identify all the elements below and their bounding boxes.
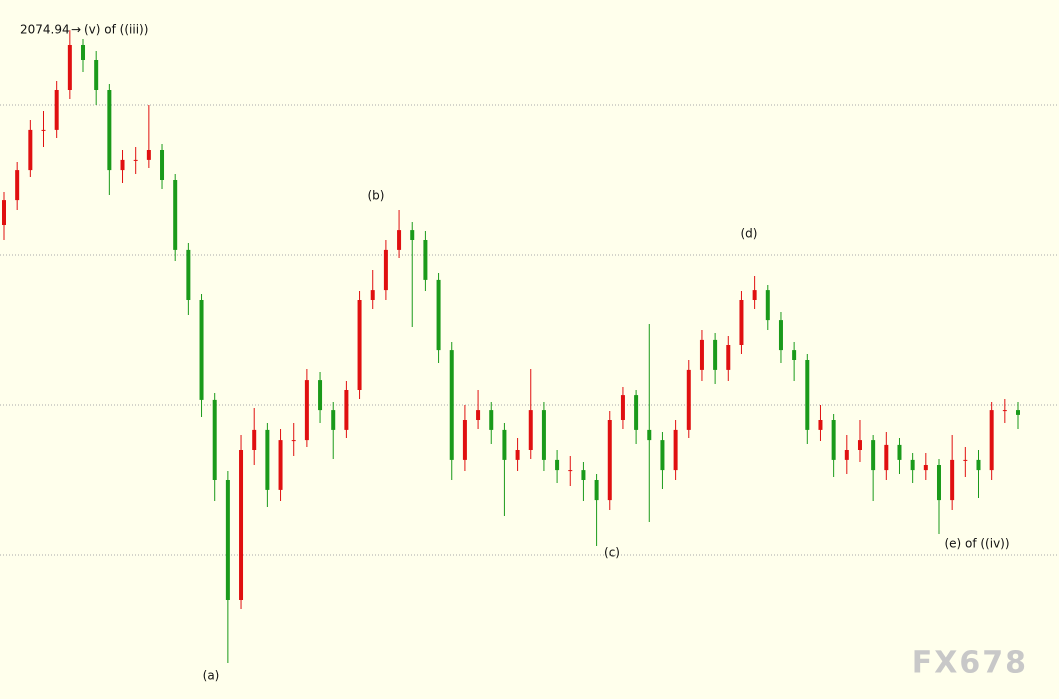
candle-body bbox=[436, 279, 441, 351]
candle-body bbox=[950, 459, 955, 501]
wave-label: (c) bbox=[604, 546, 620, 560]
wave-label: (d) bbox=[741, 227, 758, 241]
candle-body bbox=[397, 230, 402, 250]
candle-body bbox=[778, 320, 783, 351]
candles bbox=[2, 30, 1020, 663]
candle-body bbox=[291, 440, 296, 442]
candle-body bbox=[910, 459, 915, 471]
candle-body bbox=[739, 300, 744, 345]
candle-body bbox=[67, 45, 72, 90]
candle-body bbox=[15, 170, 20, 201]
candle-body bbox=[344, 390, 349, 430]
candle-body bbox=[383, 249, 388, 291]
candle-body bbox=[212, 399, 217, 480]
candle-body bbox=[107, 90, 112, 171]
candle-body bbox=[476, 410, 481, 420]
candle-body bbox=[541, 410, 546, 460]
candle-body bbox=[607, 420, 612, 501]
candle-body bbox=[462, 420, 467, 460]
candle-body bbox=[726, 345, 731, 370]
wave-label: (a) bbox=[203, 669, 220, 683]
candle-body bbox=[54, 90, 59, 130]
candle-body bbox=[673, 429, 678, 471]
candle-body bbox=[989, 410, 994, 471]
candle-body bbox=[515, 450, 520, 460]
arrow: → bbox=[71, 23, 81, 37]
candle-body bbox=[831, 420, 836, 460]
candle-body bbox=[94, 60, 99, 90]
candle-body bbox=[160, 150, 165, 180]
peak-price-label: 2074.94 bbox=[20, 23, 70, 37]
candle-body bbox=[120, 159, 125, 171]
candle-body bbox=[502, 429, 507, 460]
candle-body bbox=[857, 440, 862, 450]
candle-body bbox=[28, 129, 33, 171]
candle-body bbox=[963, 459, 968, 461]
watermark: FX678 bbox=[912, 646, 1028, 681]
candle-body bbox=[818, 420, 823, 430]
candle-body bbox=[647, 429, 652, 441]
candle-body bbox=[923, 465, 928, 471]
candle-body bbox=[133, 159, 138, 161]
candle-body bbox=[239, 450, 244, 600]
candle-body bbox=[976, 459, 981, 471]
candle-body bbox=[713, 339, 718, 370]
candle-body bbox=[555, 459, 560, 471]
candle-body bbox=[792, 350, 797, 360]
candle-body bbox=[41, 129, 46, 131]
candle-body bbox=[225, 480, 230, 600]
candle-body bbox=[370, 290, 375, 300]
candle-body bbox=[660, 440, 665, 471]
candle-body bbox=[146, 150, 151, 160]
candle-body bbox=[252, 429, 257, 450]
candle-body bbox=[81, 45, 86, 60]
candle-body bbox=[1002, 410, 1007, 412]
candle-body bbox=[265, 429, 270, 490]
candle-body bbox=[528, 410, 533, 450]
candle-body bbox=[620, 395, 625, 420]
candle-body bbox=[765, 290, 770, 321]
candle-body bbox=[884, 444, 889, 471]
candle-body bbox=[805, 360, 810, 430]
candle-body bbox=[304, 380, 309, 441]
candle-body bbox=[449, 350, 454, 460]
candle-body bbox=[423, 240, 428, 280]
candle-body bbox=[410, 230, 415, 240]
wave-label: (e) of ((iv)) bbox=[944, 537, 1009, 551]
candle-body bbox=[1016, 410, 1020, 415]
candle-body bbox=[318, 380, 323, 411]
grid bbox=[0, 104, 1059, 556]
candle-body bbox=[871, 440, 876, 471]
candle-body bbox=[2, 200, 6, 225]
candle-body bbox=[199, 300, 204, 400]
candle-body bbox=[594, 480, 599, 501]
candle-body bbox=[173, 180, 178, 250]
wave-label: (b) bbox=[368, 189, 385, 203]
candle-body bbox=[186, 249, 191, 300]
candle-body bbox=[699, 339, 704, 370]
candle-body bbox=[331, 410, 336, 430]
wave-label: (v) of ((iii)) bbox=[84, 23, 148, 37]
candle-body bbox=[568, 470, 573, 472]
candle-body bbox=[752, 290, 757, 300]
candle-body bbox=[844, 450, 849, 460]
candle-body bbox=[897, 444, 902, 460]
candle-body bbox=[936, 465, 941, 501]
candle-body bbox=[357, 300, 362, 390]
candle-body bbox=[278, 440, 283, 490]
candle-body bbox=[581, 470, 586, 480]
candle-body bbox=[489, 410, 494, 430]
candle-body bbox=[634, 395, 639, 430]
candle-body bbox=[686, 369, 691, 430]
